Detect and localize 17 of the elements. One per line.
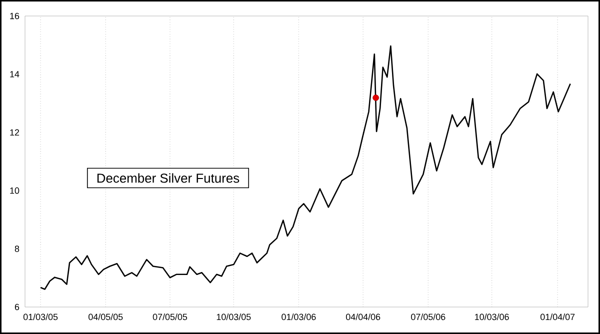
x-tick-label: 04/04/06 (346, 314, 380, 320)
y-tick-label: 14 (10, 71, 20, 78)
y-tick-label: 8 (14, 246, 20, 252)
text: December Silver Futures (97, 173, 240, 183)
y-tick-label: 12 (10, 129, 20, 136)
y-tick-label: 10 (10, 187, 20, 194)
x-tick-label: 04/05/05 (88, 314, 123, 320)
x-tick-label: 01/03/05 (23, 314, 58, 320)
y-tick-label: 6 (14, 304, 20, 310)
line-series (40, 45, 571, 290)
x-tick-label: 07/05/05 (152, 314, 188, 320)
x-tick-label: 10/03/05 (216, 314, 251, 320)
x-tick-label: 10/03/06 (475, 314, 509, 320)
y-tick-label: 16 (10, 12, 20, 20)
x-tick-label: 07/05/06 (411, 314, 446, 320)
x-tick-label: 01/03/06 (282, 314, 316, 320)
x-tick-label: 01/04/07 (540, 314, 575, 320)
